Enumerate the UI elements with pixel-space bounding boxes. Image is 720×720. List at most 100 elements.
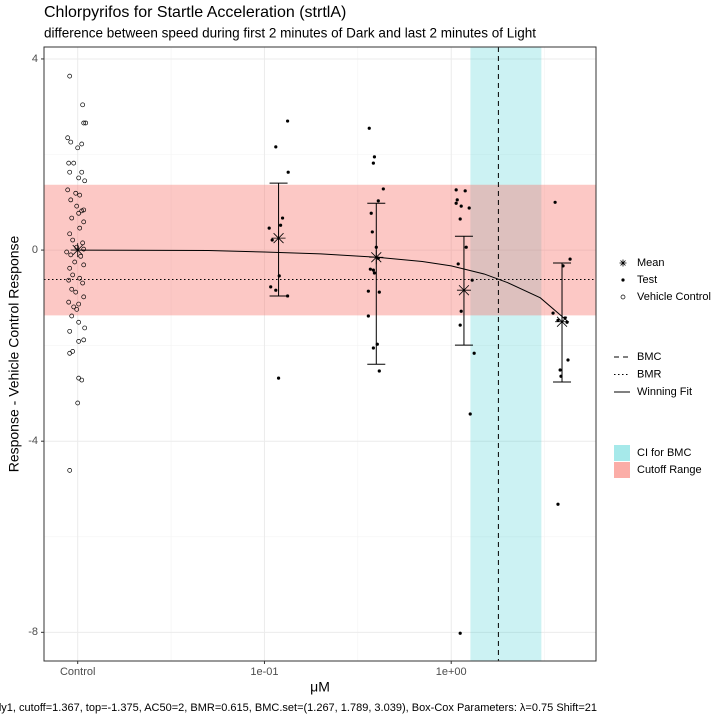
test-point bbox=[376, 199, 380, 203]
x-tick-label: 1e+00 bbox=[436, 666, 467, 678]
test-point bbox=[270, 238, 274, 242]
legend-label: CI for BMC bbox=[637, 447, 691, 459]
test-point bbox=[458, 323, 462, 327]
test-point bbox=[371, 161, 375, 165]
vehicle-point bbox=[70, 237, 76, 243]
legend-label: BMR bbox=[637, 368, 662, 380]
legend-label: Vehicle Control bbox=[637, 291, 711, 303]
test-point bbox=[285, 294, 290, 298]
vehicle-point bbox=[76, 210, 82, 216]
vehicle-point bbox=[81, 246, 87, 252]
error-bar bbox=[367, 202, 386, 365]
vehicle-point bbox=[64, 249, 70, 255]
test-point bbox=[459, 204, 463, 208]
ci-band bbox=[470, 47, 542, 661]
vehicle-point bbox=[81, 294, 87, 300]
x-axis-title: μM bbox=[310, 679, 330, 695]
test-point bbox=[372, 271, 377, 275]
vehicle-point bbox=[80, 240, 86, 246]
vehicle-point bbox=[67, 231, 73, 237]
legend-symbol bbox=[621, 278, 625, 282]
legend-symbol bbox=[614, 445, 630, 461]
test-point bbox=[561, 264, 565, 268]
vehicle-point bbox=[71, 304, 77, 310]
test-point bbox=[375, 342, 379, 346]
vehicle-point bbox=[77, 192, 83, 198]
vehicle-point bbox=[66, 277, 72, 283]
vehicle-point bbox=[79, 169, 85, 175]
test-point bbox=[366, 289, 370, 293]
caption: ly1, cutoff=1.367, top=-1.375, AC50=2, B… bbox=[0, 702, 597, 714]
test-point bbox=[454, 201, 458, 205]
x-tick-label: 1e-01 bbox=[250, 666, 278, 678]
test-point bbox=[371, 268, 375, 272]
vehicle-point bbox=[81, 120, 87, 126]
test-point bbox=[464, 245, 468, 249]
test-point bbox=[269, 285, 273, 289]
plot-background bbox=[44, 47, 596, 661]
test-point bbox=[280, 216, 285, 220]
mean-marker bbox=[456, 283, 471, 298]
test-point bbox=[274, 288, 278, 292]
vehicle-point bbox=[80, 280, 86, 286]
vehicle-point bbox=[76, 319, 82, 325]
vehicle-point bbox=[73, 190, 79, 196]
test-point bbox=[568, 257, 572, 261]
test-point bbox=[276, 376, 281, 380]
y-tick-label: 4 bbox=[32, 53, 38, 65]
test-point bbox=[368, 267, 372, 271]
test-point bbox=[278, 223, 283, 227]
vehicle-point bbox=[75, 400, 81, 406]
legend-symbol bbox=[620, 294, 626, 300]
test-point bbox=[463, 189, 467, 193]
test-point bbox=[556, 318, 560, 322]
test-point bbox=[381, 187, 385, 191]
test-point bbox=[458, 217, 462, 221]
legend-label: Mean bbox=[637, 257, 665, 269]
test-point bbox=[366, 314, 370, 318]
vehicle-point bbox=[70, 272, 76, 278]
test-point bbox=[459, 309, 463, 313]
test-point bbox=[377, 290, 381, 294]
test-point bbox=[470, 278, 474, 282]
vehicle-point bbox=[65, 187, 71, 193]
test-point bbox=[370, 230, 374, 234]
mean-marker bbox=[271, 231, 286, 246]
test-point bbox=[467, 206, 471, 210]
vehicle-point bbox=[77, 275, 83, 281]
vehicle-point bbox=[78, 253, 84, 259]
test-point bbox=[372, 155, 377, 159]
test-point bbox=[551, 311, 555, 315]
vehicle-point bbox=[82, 178, 88, 184]
vehicle-point bbox=[75, 145, 81, 151]
vehicle-point bbox=[73, 289, 79, 295]
vehicle-point bbox=[68, 197, 74, 203]
test-point bbox=[286, 170, 290, 174]
test-point bbox=[369, 211, 373, 215]
test-point bbox=[454, 188, 458, 192]
vehicle-point bbox=[74, 244, 80, 250]
vehicle-point bbox=[68, 252, 74, 258]
vehicle-point bbox=[69, 313, 75, 319]
test-point bbox=[285, 119, 290, 123]
vehicle-point bbox=[71, 160, 77, 166]
vehicle-point bbox=[69, 286, 75, 292]
vehicle-point bbox=[72, 259, 78, 265]
mean-marker bbox=[369, 250, 384, 265]
test-point bbox=[277, 274, 281, 278]
test-point bbox=[455, 198, 459, 202]
vehicle-point bbox=[81, 337, 87, 343]
vehicle-point bbox=[80, 102, 86, 108]
vehicle-point bbox=[74, 203, 80, 209]
vehicle-point bbox=[82, 325, 88, 331]
vehicle-point bbox=[76, 338, 82, 344]
legend-label: Cutoff Range bbox=[637, 464, 702, 476]
mean-marker bbox=[555, 314, 570, 329]
fit-curve bbox=[77, 249, 568, 322]
legend-symbol bbox=[614, 462, 630, 478]
test-point bbox=[468, 412, 472, 416]
mean-marker bbox=[70, 243, 85, 258]
test-point bbox=[565, 320, 569, 324]
test-point bbox=[563, 316, 567, 320]
vehicle-point bbox=[76, 301, 82, 307]
